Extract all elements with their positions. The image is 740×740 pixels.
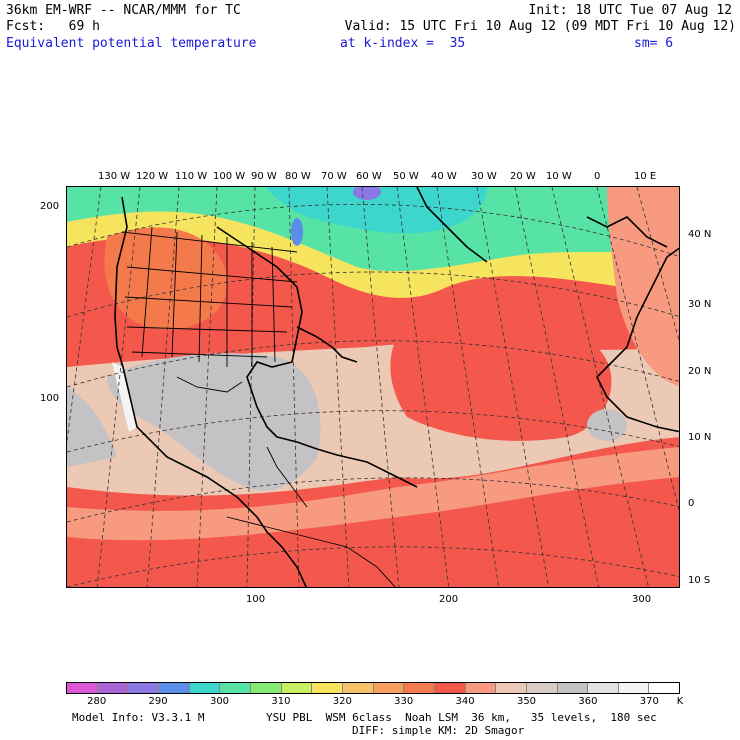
colorbar-swatch	[342, 683, 374, 693]
lon-label: 10 E	[634, 171, 657, 182]
physics-line-2: DIFF: simple KM: 2D Smagor	[352, 724, 525, 737]
us-warm	[104, 227, 228, 330]
colorbar-label: 310	[271, 696, 291, 707]
purple-spot	[353, 187, 381, 200]
colorbar-swatch	[373, 683, 405, 693]
colorbar-swatch	[557, 683, 589, 693]
smoothing: sm= 6	[634, 36, 674, 51]
grid-x-label: 200	[439, 594, 459, 605]
gray-gulf	[107, 353, 321, 491]
white-baja	[112, 362, 137, 432]
field-name: Equivalent potential temperature	[6, 36, 257, 51]
colorbar-swatch	[434, 683, 466, 693]
lon-label: 40 W	[431, 171, 457, 182]
colorbar-label: 290	[148, 696, 168, 707]
colorbar-swatch	[250, 683, 282, 693]
east-orange	[607, 187, 679, 387]
colorbar-swatch	[281, 683, 313, 693]
model-info: Model Info: V3.3.1 M	[72, 711, 205, 724]
lon-label: 110 W	[175, 171, 208, 182]
colorbar-swatch	[158, 683, 190, 693]
lat-label: 40 N	[688, 229, 712, 240]
lon-label: 0	[594, 171, 601, 182]
colorbar-swatch	[526, 683, 558, 693]
colorbar-label: 300	[209, 696, 230, 707]
physics-line-1: YSU PBL WSM 6class Noah LSM 36 km, 35 le…	[266, 711, 657, 724]
colorbar-swatch	[496, 683, 527, 693]
lon-label: 130 W	[98, 171, 131, 182]
lon-label: 70 W	[321, 171, 347, 182]
lon-label: 100 W	[213, 171, 246, 182]
colorbar	[66, 682, 680, 694]
grid-y-label: 200	[40, 201, 60, 212]
colorbar-label: 320	[332, 696, 352, 707]
lon-label: 10 W	[546, 171, 572, 182]
lat-label: 30 N	[688, 299, 712, 310]
lon-label: 80 W	[285, 171, 311, 182]
colorbar-swatch	[404, 683, 435, 693]
lon-label: 20 W	[510, 171, 536, 182]
blue-spot	[291, 218, 303, 246]
coastlines	[114, 187, 679, 587]
grid-y-label: 100	[40, 393, 60, 404]
valid-time: Valid: 15 UTC Fri 10 Aug 12 (09 MDT Fri …	[344, 19, 736, 34]
colorbar-label: 360	[578, 696, 598, 707]
colorbar-unit: K	[676, 696, 684, 707]
atlantic-warm	[390, 318, 612, 441]
lon-label: 50 W	[393, 171, 419, 182]
colorbar-swatch	[67, 683, 98, 693]
colorbar-swatch	[189, 683, 221, 693]
colorbar-swatch	[618, 683, 650, 693]
graticule	[67, 187, 679, 587]
k-index: at k-index = 35	[340, 36, 466, 51]
colorbar-swatch	[128, 683, 159, 693]
colorbar-label: 340	[455, 696, 475, 707]
lat-label: 20 N	[688, 366, 712, 377]
colorbar-swatch	[588, 683, 619, 693]
colorbar-label: 330	[394, 696, 414, 707]
grid-x-label: 100	[246, 594, 266, 605]
political-borders	[121, 226, 396, 587]
orange-band	[67, 447, 679, 541]
colorbar-label: 370	[639, 696, 659, 707]
colorbar-label: 350	[516, 696, 537, 707]
forecast-hour: Fcst: 69 h	[6, 19, 100, 34]
lon-label: 120 W	[136, 171, 169, 182]
colorbar-label: 280	[87, 696, 107, 707]
gray-pacific	[67, 387, 117, 467]
lon-label: 90 W	[251, 171, 277, 182]
teal-region	[267, 187, 487, 234]
colorbar-swatch	[312, 683, 343, 693]
lat-label: 10 S	[688, 575, 711, 586]
equivalent-potential-temperature-map	[66, 186, 680, 588]
lon-label: 30 W	[471, 171, 497, 182]
model-title: 36km EM-WRF -- NCAR/MMM for TC	[6, 3, 241, 18]
colorbar-swatch	[220, 683, 251, 693]
colorbar-swatch	[649, 683, 680, 693]
colorbar-swatch	[97, 683, 129, 693]
map-canvas	[67, 187, 679, 587]
lat-label: 10 N	[688, 432, 712, 443]
lon-label: 60 W	[356, 171, 382, 182]
grid-x-label: 300	[632, 594, 652, 605]
lat-label: 0	[688, 498, 695, 509]
colorbar-swatch	[465, 683, 497, 693]
init-time: Init: 18 UTC Tue 07 Aug 12	[528, 3, 733, 18]
